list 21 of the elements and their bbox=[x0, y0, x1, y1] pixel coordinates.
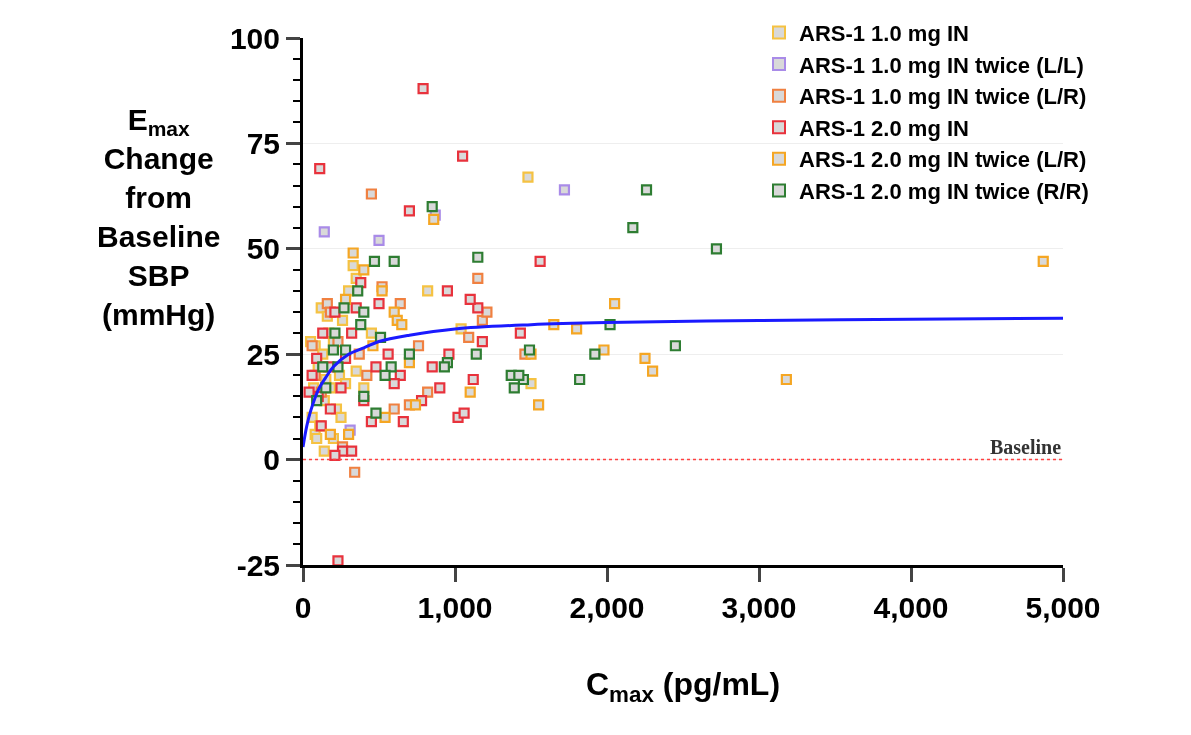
x-tick-label: 5,000 bbox=[1025, 591, 1101, 624]
legend-label: ARS-1 2.0 mg IN twice (R/R) bbox=[799, 179, 1089, 205]
legend-label: ARS-1 1.0 mg IN bbox=[799, 21, 969, 47]
y-tick-label: 100 bbox=[229, 21, 280, 55]
y-tick-label: 25 bbox=[246, 337, 280, 371]
x-tick-label: 3,000 bbox=[721, 591, 797, 624]
y-tick-label: 0 bbox=[263, 443, 280, 477]
legend-label: ARS-1 1.0 mg IN twice (L/R) bbox=[799, 84, 1087, 110]
x-tick-label: 4,000 bbox=[873, 591, 949, 624]
ref-line-label: Baseline bbox=[990, 436, 1062, 458]
legend-label: ARS-1 1.0 mg IN twice (L/L) bbox=[799, 52, 1084, 78]
legend-label: ARS-1 2.0 mg IN bbox=[799, 115, 969, 141]
y-tick-label: 50 bbox=[246, 232, 280, 266]
y-axis-title: E$_{max}$ Change from Baseline SBP (mmHg) bbox=[97, 103, 221, 331]
y-tick-label: -25 bbox=[236, 548, 280, 582]
x-axis-title: C$_{max}$ (pg/mL) bbox=[585, 665, 781, 707]
y-tick-label: 75 bbox=[246, 126, 280, 160]
x-tick-label: 1,000 bbox=[417, 591, 493, 624]
legend-label: ARS-1 2.0 mg IN twice (L/R) bbox=[799, 147, 1087, 173]
x-tick-label: 0 bbox=[294, 591, 312, 624]
x-tick-label: 2,000 bbox=[569, 591, 645, 624]
